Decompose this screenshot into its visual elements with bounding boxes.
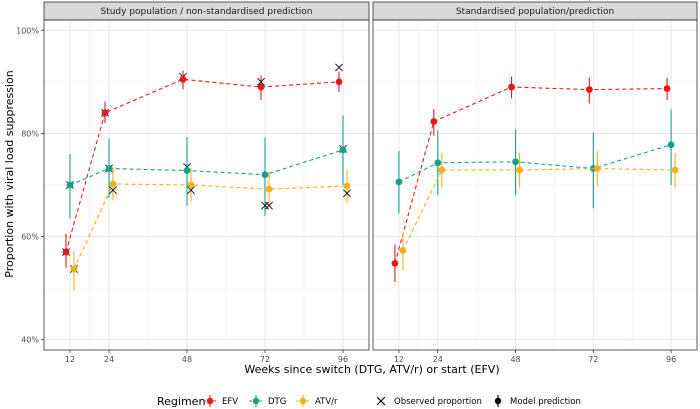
prediction-point bbox=[434, 159, 442, 167]
observed-point bbox=[335, 63, 343, 72]
observed-point bbox=[187, 186, 195, 195]
series-atvr bbox=[399, 150, 679, 271]
observed-point bbox=[109, 186, 117, 195]
prediction-point bbox=[671, 166, 679, 174]
prediction-point bbox=[101, 109, 109, 117]
y-tick-label: 40% bbox=[21, 336, 39, 345]
prediction-point bbox=[585, 86, 593, 94]
x-axis-label: Weeks since switch (DTG, ATV/r) or start… bbox=[244, 363, 499, 376]
x-tick-label: 96 bbox=[338, 355, 348, 364]
prediction-point bbox=[66, 181, 74, 189]
series-efv bbox=[62, 63, 343, 268]
legend-key-dtg bbox=[249, 395, 263, 407]
prediction-point bbox=[512, 158, 519, 166]
observed-point bbox=[261, 201, 269, 210]
prediction-point bbox=[335, 78, 343, 86]
series-line bbox=[402, 167, 676, 251]
series-line bbox=[73, 183, 348, 270]
legend-title: Regimen bbox=[157, 395, 205, 408]
x-tick-label: 96 bbox=[666, 355, 676, 364]
observed-point bbox=[343, 189, 351, 198]
panel-border bbox=[43, 19, 370, 351]
legend-label: Observed proportion bbox=[394, 397, 482, 407]
prediction-point bbox=[187, 181, 195, 189]
prediction-point bbox=[593, 165, 601, 172]
y-axis-label: Proportion with viral load suppression bbox=[3, 70, 16, 277]
panels: Study population / non-standardised pred… bbox=[16, 1, 698, 364]
prediction-point bbox=[430, 118, 438, 125]
prediction-point bbox=[339, 146, 347, 154]
prediction-point bbox=[109, 180, 117, 188]
x-tick-label: 12 bbox=[394, 355, 404, 364]
prediction-point bbox=[261, 171, 269, 179]
x-tick-label: 12 bbox=[65, 355, 75, 364]
series-efv bbox=[391, 76, 671, 282]
y-tick-label: 60% bbox=[21, 233, 39, 242]
x-tick-label: 72 bbox=[588, 355, 598, 364]
legend-point bbox=[252, 397, 260, 405]
legend-label: DTG bbox=[268, 397, 286, 407]
series-dtg bbox=[395, 109, 675, 214]
prediction-point bbox=[508, 83, 515, 91]
panel-1: Study population / non-standardised pred… bbox=[16, 1, 370, 364]
legend-point bbox=[299, 397, 307, 405]
prediction-point bbox=[438, 166, 446, 174]
legend-model-icon bbox=[494, 397, 502, 405]
observed-point bbox=[257, 77, 265, 86]
legend-point bbox=[206, 397, 214, 405]
legend-observed-icon bbox=[376, 396, 386, 406]
prediction-point bbox=[257, 83, 265, 91]
prediction-point bbox=[399, 247, 407, 254]
x-tick-label: 72 bbox=[260, 355, 270, 364]
legend-label: EFV bbox=[222, 397, 238, 407]
y-tick-label: 100% bbox=[16, 26, 39, 35]
series-dtg bbox=[66, 115, 347, 219]
prediction-point bbox=[343, 182, 351, 190]
legend-label: ATV/r bbox=[315, 397, 338, 407]
x-tick-label: 48 bbox=[182, 355, 192, 364]
prediction-point bbox=[265, 185, 273, 193]
legend-key-efv bbox=[203, 395, 217, 407]
panel-title: Standardised population/prediction bbox=[456, 7, 614, 17]
prediction-point bbox=[62, 248, 70, 256]
series-line bbox=[65, 78, 340, 253]
panel-title: Study population / non-standardised pred… bbox=[100, 7, 312, 17]
legend: Regimen EFV DTG ATV/r Observed proportion Mod… bbox=[157, 395, 581, 408]
observed-point bbox=[265, 201, 273, 210]
prediction-point bbox=[183, 167, 191, 174]
y-tick-label: 80% bbox=[21, 129, 39, 138]
x-tick-label: 48 bbox=[510, 355, 520, 364]
panel-border bbox=[372, 19, 698, 351]
legend-key-atvr bbox=[296, 395, 310, 407]
prediction-point bbox=[395, 178, 403, 186]
prediction-point bbox=[516, 166, 523, 174]
prediction-point bbox=[105, 165, 113, 172]
panel-2: Standardised population/prediction 12 24 48… bbox=[372, 1, 698, 364]
prediction-point bbox=[179, 75, 187, 83]
prediction-point bbox=[663, 85, 671, 92]
prediction-point bbox=[391, 259, 399, 267]
series-atvr bbox=[70, 166, 351, 291]
legend-label: Model prediction bbox=[510, 397, 581, 407]
prediction-point bbox=[70, 265, 78, 273]
x-tick-label: 24 bbox=[104, 355, 114, 364]
x-tick-label: 24 bbox=[433, 355, 443, 364]
prediction-point bbox=[667, 141, 675, 149]
